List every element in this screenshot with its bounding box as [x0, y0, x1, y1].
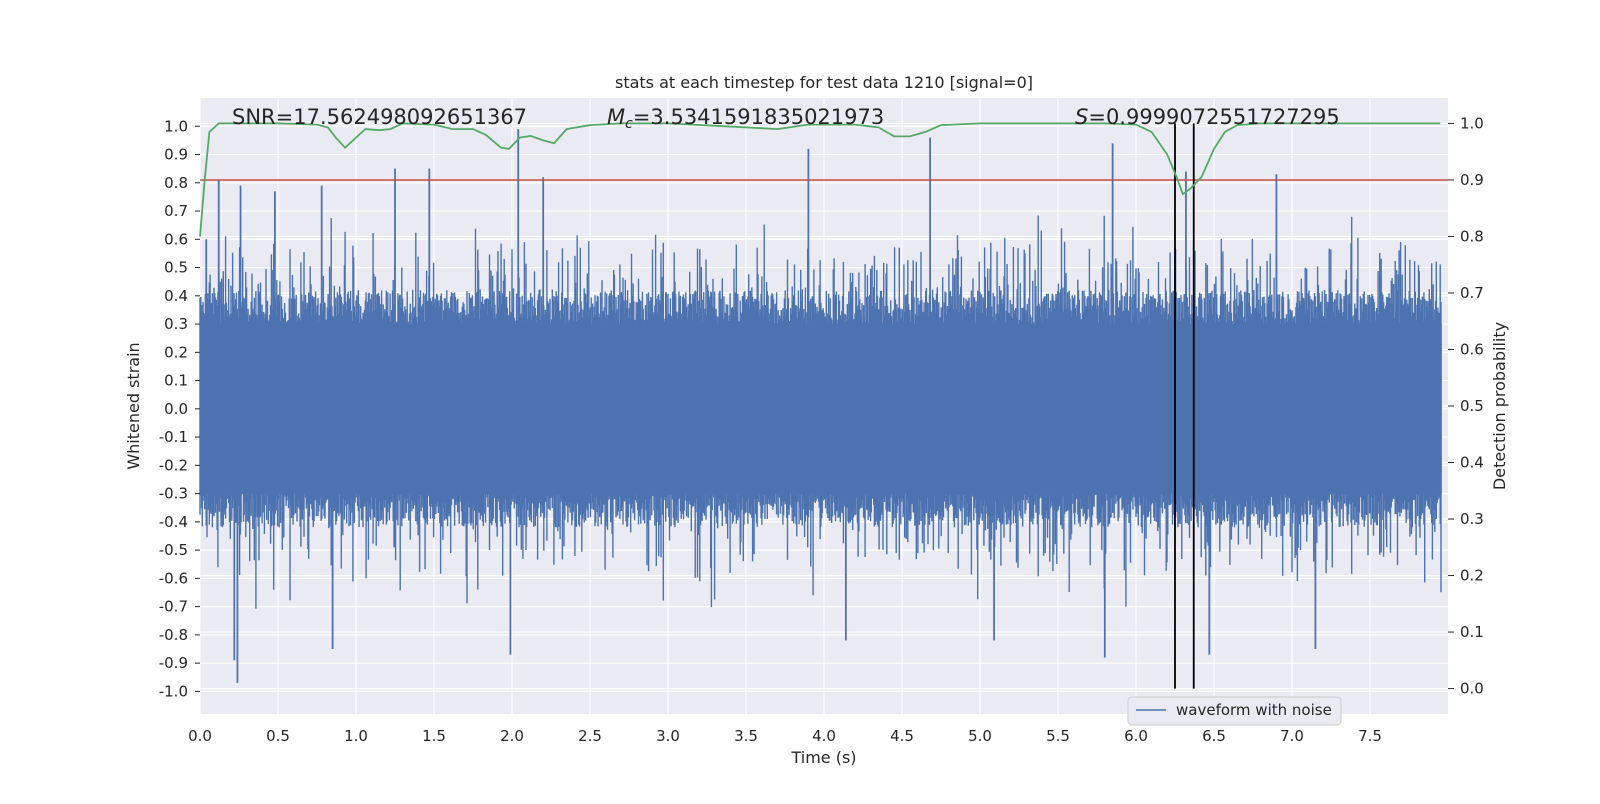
x-axis-label: Time (s): [790, 748, 856, 767]
x-tick-label: 6.0: [1124, 727, 1148, 745]
x-tick-label: 2.0: [500, 727, 524, 745]
probability-series: [199, 122, 1441, 237]
x-tick-label: 4.0: [812, 727, 836, 745]
chart-title: stats at each timestep for test data 121…: [615, 73, 1033, 92]
x-tick-label: 3.5: [734, 727, 758, 745]
y-tick-label: -0.1: [159, 428, 188, 446]
y-tick-label: 0.9: [164, 146, 188, 164]
y2-axis-label: Detection probability: [1490, 322, 1509, 490]
y2-tick-label: 0.0: [1460, 680, 1484, 698]
x-tick-label: 3.0: [656, 727, 680, 745]
s-symbol: S: [1075, 105, 1088, 129]
legend-label: waveform with noise: [1176, 701, 1332, 719]
x-tick-label: 5.5: [1046, 727, 1070, 745]
x-tick-label: 6.5: [1202, 727, 1226, 745]
x-tick-label: 0.5: [266, 727, 290, 745]
y2-tick-label: 0.9: [1460, 171, 1484, 189]
y2-tick-label: 0.8: [1460, 227, 1484, 245]
y-tick-label: -0.6: [159, 569, 188, 587]
y-tick-label: 0.6: [164, 230, 188, 248]
s-annotation: S=0.9999072551727295: [1075, 105, 1340, 129]
y2-tick-label: 0.1: [1460, 623, 1484, 641]
waveform-core: [200, 324, 1442, 494]
y2-tick-label: 0.6: [1460, 340, 1484, 358]
snr-annotation: SNR=17.562498092651367: [232, 105, 527, 129]
x-tick-label: 4.5: [890, 727, 914, 745]
y-tick-label: -0.5: [159, 541, 188, 559]
y2-tick-label: 0.4: [1460, 454, 1484, 472]
y2-tick-label: 1.0: [1460, 114, 1484, 132]
y-tick-label: 0.5: [164, 259, 188, 277]
y-tick-label: 0.0: [164, 400, 188, 418]
mc-value: =3.5341591835021973: [633, 105, 884, 129]
axis-ticks: 0.0 0.5 1.0 1.5 2.0 2.5 3.0 3.5 4.0 4.5 5.0 5.5 6.0 6…: [159, 114, 1484, 745]
mc-annotation: Mc=3.5341591835021973: [607, 105, 884, 132]
y-axis-label: Whitened strain: [124, 342, 143, 469]
mc-subscript: c: [625, 116, 633, 132]
y2-tick-label: 0.7: [1460, 284, 1484, 302]
y-tick-label: -0.2: [159, 456, 188, 474]
mc-symbol: M: [607, 105, 625, 129]
y-tick-label: 0.8: [164, 174, 188, 192]
waveform-series: [199, 129, 1442, 683]
x-tick-label: 7.0: [1280, 727, 1304, 745]
reference-lines: [200, 123, 1448, 689]
y-tick-label: 0.3: [164, 315, 188, 333]
y-tick-label: 0.4: [164, 287, 188, 305]
y2-tick-label: 0.2: [1460, 567, 1484, 585]
x-tick-label: 7.5: [1358, 727, 1382, 745]
y2-tick-label: 0.3: [1460, 510, 1484, 528]
legend-box: [1127, 696, 1342, 726]
x-tick-label: 1.5: [422, 727, 446, 745]
x-tick-label: 5.0: [968, 727, 992, 745]
y-tick-label: 0.2: [164, 343, 188, 361]
y-tick-label: -0.7: [159, 598, 188, 616]
probability-line: [199, 122, 1441, 237]
x-tick-label: 2.5: [578, 727, 602, 745]
y-tick-label: 0.1: [164, 372, 188, 390]
y-tick-label: -0.4: [159, 513, 188, 531]
y-tick-label: -0.8: [159, 626, 188, 644]
y-tick-label: -1.0: [159, 682, 188, 700]
y-tick-label: -0.3: [159, 485, 188, 503]
y2-tick-label: 0.5: [1460, 397, 1484, 415]
y-tick-label: 0.7: [164, 202, 188, 220]
y-tick-label: -0.9: [159, 654, 188, 672]
s-value: =0.9999072551727295: [1088, 105, 1339, 129]
legend: waveform with noise: [1127, 696, 1342, 726]
x-tick-label: 0.0: [188, 727, 212, 745]
y-tick-label: 1.0: [164, 117, 188, 135]
x-tick-label: 1.0: [344, 727, 368, 745]
